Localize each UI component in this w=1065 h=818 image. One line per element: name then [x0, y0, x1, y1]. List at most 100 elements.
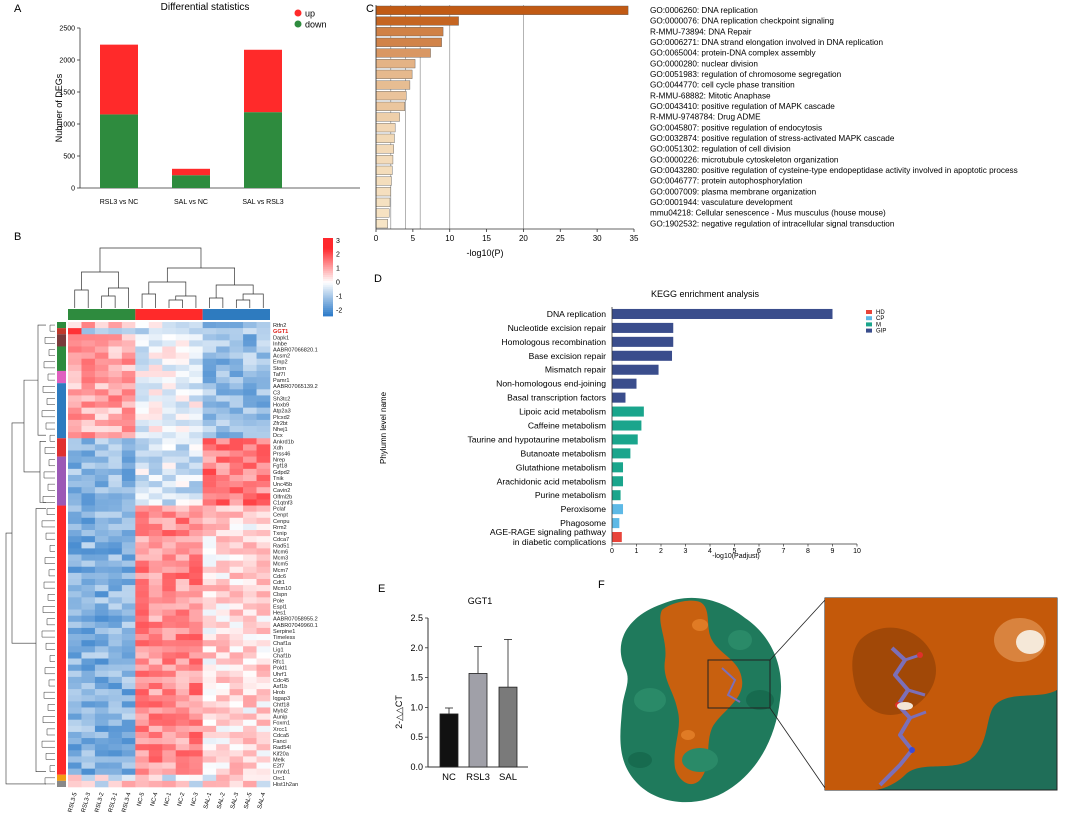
heatmap-cell	[81, 487, 96, 494]
heatmap-cell	[135, 511, 150, 519]
chart-d-bar	[612, 476, 624, 487]
heatmap-cell	[68, 719, 82, 727]
heatmap-cell	[68, 658, 82, 665]
heatmap-column-label: NC-4	[150, 791, 160, 807]
heatmap-cell	[121, 725, 136, 733]
dendrogram-branch	[35, 508, 46, 773]
color-scale-step	[323, 253, 333, 256]
heatmap-cell	[135, 328, 150, 335]
dendrogram-branch	[175, 295, 197, 308]
chart-c-term-label: GO:0043280: positive regulation of cyste…	[650, 166, 1018, 175]
heatmap-cell	[135, 370, 150, 378]
heatmap-cell	[68, 731, 82, 739]
heatmap-cell	[81, 738, 96, 745]
heatmap-cell	[189, 725, 203, 733]
heatmap-cell	[94, 401, 109, 408]
heatmap-cell	[256, 713, 271, 720]
heatmap-cell	[175, 713, 190, 720]
heatmap-cell	[94, 505, 109, 512]
heatmap-cell	[94, 762, 109, 769]
heatmap-cell	[81, 389, 96, 396]
heatmap-cell	[81, 597, 96, 604]
heatmap-cell	[68, 768, 82, 776]
heatmap-row-label: Espl1	[273, 604, 287, 610]
heatmap-cell	[229, 725, 244, 733]
heatmap-cell	[108, 334, 123, 341]
chart-d-category-label: Base excision repair	[529, 351, 607, 361]
heatmap-cell	[202, 554, 217, 561]
heatmap-cell	[175, 627, 190, 635]
heatmap-cell	[94, 774, 109, 782]
heatmap-row-label: Pold1	[273, 666, 287, 672]
heatmap-cell	[94, 609, 109, 616]
heatmap-cell	[148, 774, 163, 782]
heatmap-cell	[108, 352, 123, 360]
dendrogram-branch	[42, 606, 55, 613]
heatmap-cell	[148, 713, 163, 720]
heatmap-cell	[81, 438, 96, 445]
dendrogram-branch	[48, 349, 55, 356]
heatmap-cell	[81, 591, 96, 598]
heatmap-cell	[162, 664, 177, 672]
heatmap-cell	[94, 499, 109, 506]
heatmap-cell	[256, 352, 271, 360]
heatmap-cell	[148, 487, 163, 494]
heatmap-cell	[108, 634, 123, 641]
heatmap-cell	[94, 468, 109, 476]
heatmap-cell	[148, 377, 163, 384]
heatmap-row-label: Hoxb9	[273, 403, 289, 409]
heatmap-cell	[175, 682, 190, 690]
heatmap-cell	[81, 634, 96, 641]
heatmap-cell	[135, 578, 150, 586]
heatmap-cell	[121, 585, 136, 592]
heatmap-cell	[121, 530, 136, 537]
heatmap-cell	[81, 548, 96, 555]
heatmap-cell	[94, 389, 109, 396]
chart-d-legend-label: M	[876, 322, 881, 328]
chart-d-category-label: DNA replication	[547, 309, 606, 319]
heatmap-cell	[162, 603, 177, 610]
heatmap-cell	[135, 658, 150, 665]
heatmap-cell	[94, 750, 109, 757]
heatmap-cell	[216, 340, 230, 347]
chart-c-xlabel: -log10(P)	[466, 248, 503, 258]
chart-d-category-label: Purine metabolism	[535, 490, 606, 500]
heatmap-cell	[175, 572, 190, 580]
heatmap-cell	[243, 444, 257, 451]
heatmap-cell	[175, 401, 190, 408]
dendrogram-branch	[101, 295, 116, 308]
heatmap-cell	[189, 756, 203, 763]
heatmap-cell	[189, 462, 203, 470]
heatmap-cell	[243, 676, 257, 684]
heatmap-cell	[121, 646, 136, 653]
heatmap-cell	[135, 738, 150, 745]
heatmap-cell	[229, 370, 244, 378]
heatmap-cell	[256, 682, 271, 690]
heatmap-cell	[229, 640, 244, 647]
heatmap-cell	[256, 719, 271, 727]
heatmap-cell	[202, 370, 217, 378]
heatmap-cell	[229, 493, 244, 500]
heatmap-row-label: Cenpt	[273, 513, 288, 519]
heatmap-cell	[202, 493, 217, 500]
heatmap-cell	[256, 695, 271, 702]
heatmap-cell	[148, 597, 163, 604]
heatmap-cell	[135, 352, 150, 360]
heatmap-cell	[108, 493, 123, 500]
chart-c-term-label: GO:0051302: regulation of cell division	[650, 145, 791, 154]
chart-d-xlabel: -log10(Padjust)	[712, 553, 759, 560]
heatmap-cell	[148, 682, 163, 690]
heatmap-cell	[162, 487, 177, 494]
heatmap-row-label: Zfr2bt	[273, 421, 288, 427]
heatmap-cell	[189, 585, 203, 592]
heatmap-cell	[243, 505, 257, 512]
heatmap-cell	[94, 456, 109, 464]
dendrogram-branch	[42, 496, 55, 503]
heatmap-cell	[108, 762, 123, 769]
color-scale-step	[323, 255, 333, 258]
heatmap-cell	[135, 603, 150, 610]
heatmap-cell	[68, 634, 82, 641]
chart-c-term-label: GO:0065004: protein-DNA complex assembly	[650, 49, 817, 58]
heatmap-cell	[256, 615, 271, 623]
heatmap-cell	[202, 542, 217, 549]
